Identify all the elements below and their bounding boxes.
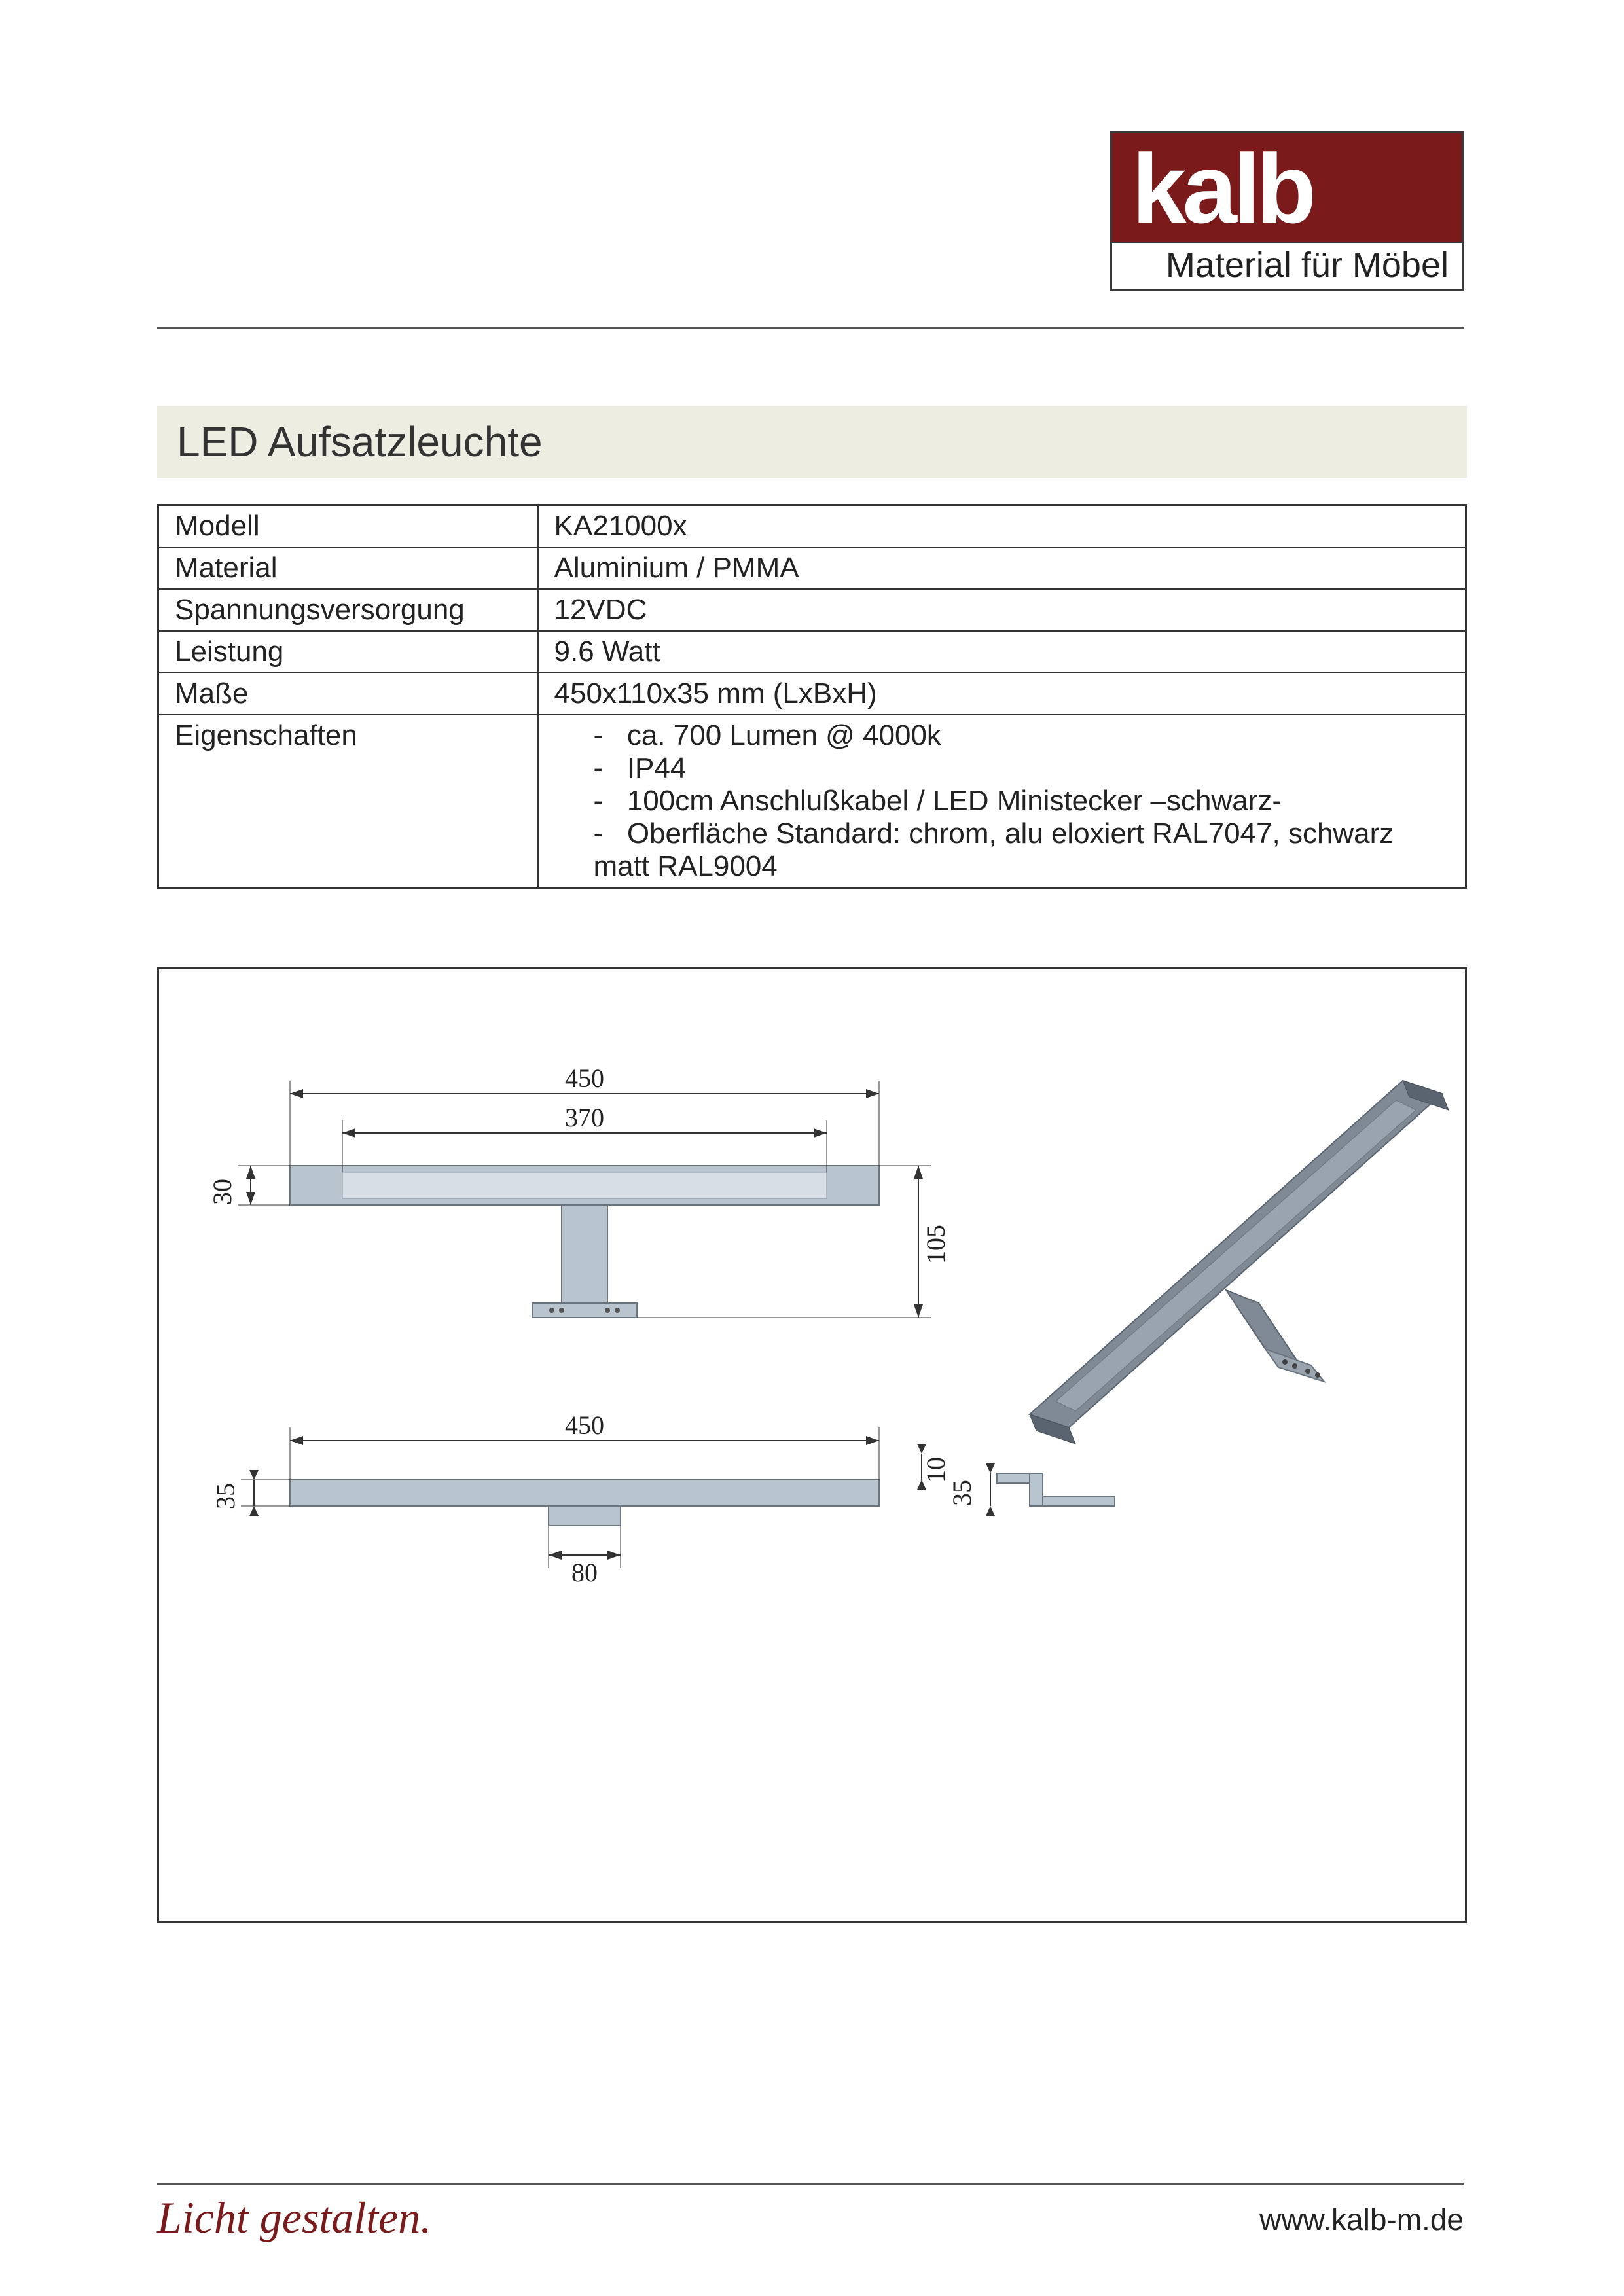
dim-stand-height: 105: [921, 1225, 950, 1264]
spec-label: Eigenschaften: [158, 715, 538, 888]
footer-divider: [157, 2183, 1464, 2185]
dim-depth: 30: [208, 1179, 237, 1205]
dim-inner-width: 370: [565, 1103, 604, 1132]
spec-label: Spannungsversorgung: [158, 589, 538, 631]
dim-base-width: 80: [571, 1558, 598, 1587]
footer-url: www.kalb-m.de: [1259, 2202, 1464, 2237]
spec-value: 450x110x35 mm (LxBxH): [538, 673, 1466, 715]
spec-value: 9.6 Watt: [538, 631, 1466, 673]
technical-drawing: 450 370 30 105: [157, 967, 1467, 1923]
spec-properties: ca. 700 Lumen @ 4000kIP44100cm Anschlußk…: [538, 715, 1466, 888]
brand-logo: kalb Material für Möbel: [1110, 131, 1464, 291]
spec-label: Modell: [158, 505, 538, 548]
logo-tagline: Material für Möbel: [1110, 243, 1464, 291]
dim-side-height: 35: [947, 1480, 977, 1506]
dim-front-width: 450: [565, 1410, 604, 1440]
header-divider: [157, 327, 1464, 329]
spec-label: Maße: [158, 673, 538, 715]
property-item: ca. 700 Lumen @ 4000k: [594, 719, 1450, 752]
spec-table: Modell KA21000x Material Aluminium / PMM…: [157, 504, 1467, 889]
spec-label: Leistung: [158, 631, 538, 673]
page-title: LED Aufsatzleuchte: [157, 406, 1467, 478]
logo-brand: kalb: [1132, 134, 1312, 243]
table-row: Maße 450x110x35 mm (LxBxH): [158, 673, 1466, 715]
property-item: IP44: [594, 752, 1450, 785]
table-row: Eigenschaften ca. 700 Lumen @ 4000kIP441…: [158, 715, 1466, 888]
table-row: Material Aluminium / PMMA: [158, 547, 1466, 589]
property-item: 100cm Anschlußkabel / LED Ministecker –s…: [594, 785, 1450, 817]
spec-value: Aluminium / PMMA: [538, 547, 1466, 589]
spec-label: Material: [158, 547, 538, 589]
footer-slogan: Licht gestalten.: [157, 2192, 431, 2244]
dim-front-height: 35: [211, 1483, 240, 1509]
spec-value: KA21000x: [538, 505, 1466, 548]
table-row: Modell KA21000x: [158, 505, 1466, 548]
spec-value: 12VDC: [538, 589, 1466, 631]
property-item: Oberfläche Standard: chrom, alu eloxiert…: [594, 817, 1450, 883]
table-row: Leistung 9.6 Watt: [158, 631, 1466, 673]
logo-box: kalb: [1110, 131, 1464, 243]
dim-top-width: 450: [565, 1064, 604, 1093]
table-row: Spannungsversorgung 12VDC: [158, 589, 1466, 631]
dim-gap: 10: [921, 1457, 950, 1483]
